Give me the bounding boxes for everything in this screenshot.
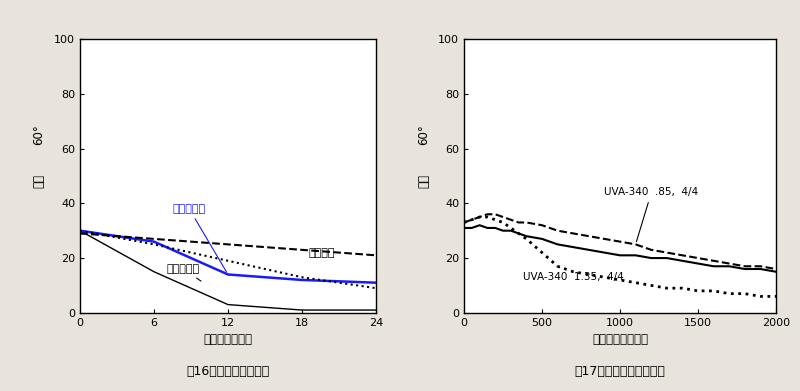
Text: 俄亥俄州: 俄亥俄州 <box>308 248 334 258</box>
Text: 60°: 60° <box>32 124 45 145</box>
Text: 佛罗里达州: 佛罗里达州 <box>173 204 226 272</box>
Text: 60°: 60° <box>417 124 430 145</box>
Text: 光泽: 光泽 <box>32 174 45 188</box>
Text: 光泽: 光泽 <box>417 174 430 188</box>
X-axis label: 曝晒时间（月）: 曝晒时间（月） <box>203 333 253 346</box>
Text: 亚利桑那州: 亚利桑那州 <box>166 264 201 281</box>
Text: 图17－聚酯、实验室老化: 图17－聚酯、实验室老化 <box>574 365 666 378</box>
X-axis label: 曝晒时间（小时）: 曝晒时间（小时） <box>592 333 648 346</box>
Text: 图16－聚酯、户外老化: 图16－聚酯、户外老化 <box>186 365 270 378</box>
Text: UVA-340  .85,  4/4: UVA-340 .85, 4/4 <box>605 187 698 242</box>
Text: UVA-340  1.35,  4/4: UVA-340 1.35, 4/4 <box>523 266 624 282</box>
